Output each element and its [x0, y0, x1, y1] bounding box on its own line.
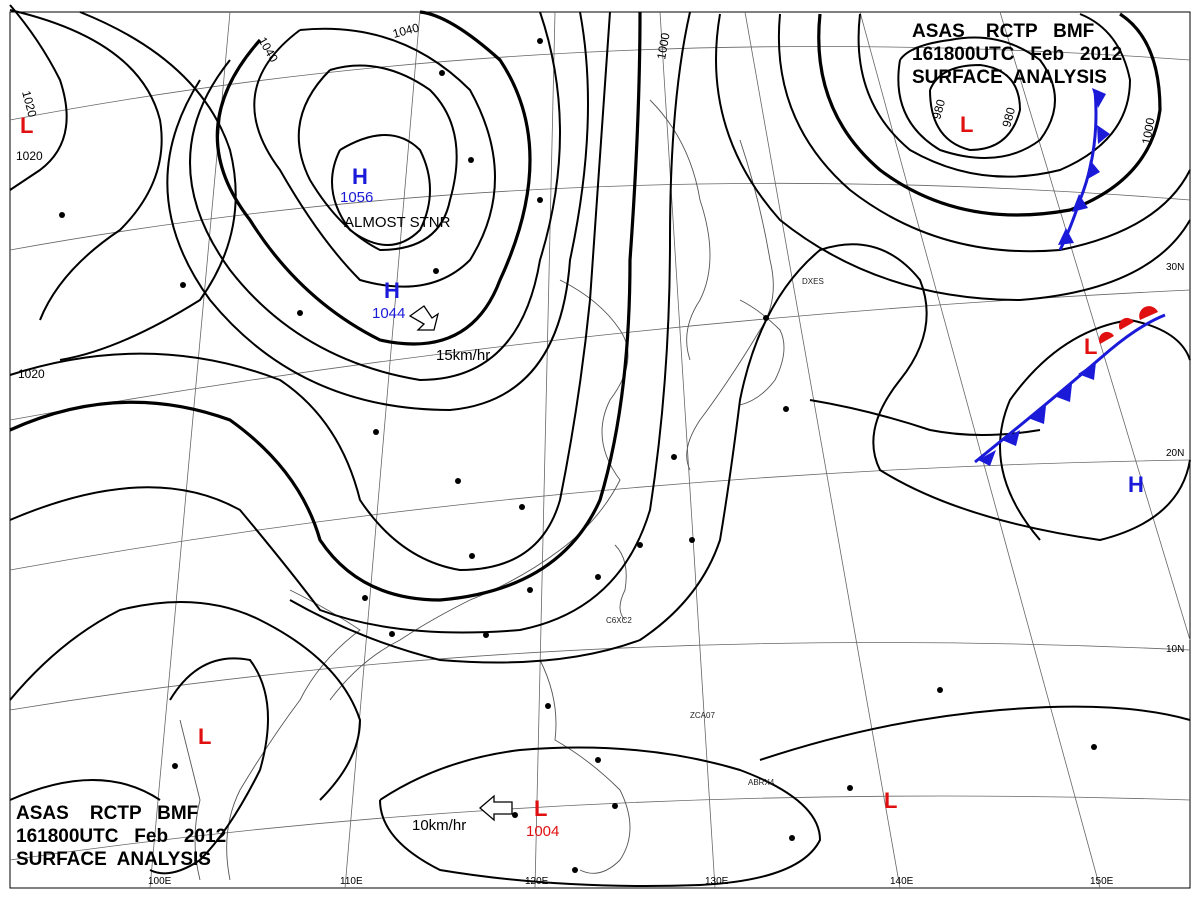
- coastlines: [179, 99, 785, 881]
- longitude-label: 130E: [705, 876, 729, 887]
- header-title: ASAS RCTP BMF: [912, 21, 1095, 42]
- low-pressure-symbol: L: [198, 724, 211, 749]
- high-pressure-symbol: H: [1128, 472, 1144, 497]
- isobar-label: 980: [999, 105, 1018, 128]
- station-plots: [59, 38, 1097, 873]
- isobar-label: 1020: [16, 149, 43, 163]
- header-subtitle: SURFACE ANALYSIS: [912, 67, 1107, 88]
- high-pressure-symbol: H: [352, 164, 368, 189]
- longitude-label: 110E: [340, 876, 363, 887]
- low-pressure-symbol: L: [534, 796, 547, 821]
- header-datetime: 161800UTC Feb 2012: [912, 44, 1123, 65]
- header-datetime: 161800UTC Feb 2012: [16, 826, 227, 847]
- station-id: ZCA07: [690, 711, 715, 720]
- header-top: ASAS RCTP BMF 161800UTC Feb 2012 SURFACE…: [912, 20, 1122, 89]
- cold-front-north: [1058, 88, 1110, 251]
- isobar-label: 980: [929, 97, 948, 120]
- low-pressure-symbol: L: [20, 113, 33, 138]
- isobar-label: 1000: [654, 31, 672, 60]
- isobar-label: 1040: [391, 20, 421, 41]
- station-id: ABRX4: [748, 778, 775, 787]
- isobars: [9, 4, 1191, 887]
- isobar-label: 1020: [19, 89, 40, 119]
- low-pressure-symbol: L: [960, 112, 973, 137]
- high-pressure-symbol: H: [384, 278, 400, 303]
- low-pressure-symbol: L: [884, 788, 897, 813]
- latitude-label: 30N: [1166, 262, 1184, 273]
- low-pressure-symbol: L: [1084, 334, 1097, 359]
- header-subtitle: SURFACE ANALYSIS: [16, 849, 211, 870]
- longitude-grid: [149, 11, 1191, 889]
- motion-speed: 10km/hr: [412, 817, 466, 834]
- longitude-label: 150E: [1090, 876, 1114, 887]
- low-pressure-value: 1004: [526, 823, 559, 840]
- station-id: C6XC2: [606, 616, 632, 625]
- latitude-label: 10N: [1166, 644, 1184, 655]
- system-note: ALMOST STNR: [344, 214, 451, 231]
- map-border: [9, 11, 1191, 889]
- latitude-label: 20N: [1166, 448, 1184, 459]
- isobar-label: 1020: [18, 367, 45, 381]
- isobar-label: 1000: [1139, 116, 1157, 145]
- longitude-label: 120E: [525, 876, 549, 887]
- front-south: [974, 306, 1166, 466]
- isobar-label: 1040: [255, 35, 281, 65]
- station-id: DXES: [802, 277, 824, 286]
- high-pressure-value: 1044: [372, 305, 405, 322]
- header-title: ASAS RCTP BMF: [16, 803, 199, 824]
- motion-speed: 15km/hr: [436, 347, 490, 364]
- longitude-label: 140E: [890, 876, 914, 887]
- motion-arrows: [408, 305, 513, 822]
- high-pressure-value: 1056: [340, 189, 373, 206]
- header-bottom: ASAS RCTP BMF 161800UTC Feb 2012 SURFACE…: [16, 802, 226, 871]
- longitude-label: 100E: [148, 876, 172, 887]
